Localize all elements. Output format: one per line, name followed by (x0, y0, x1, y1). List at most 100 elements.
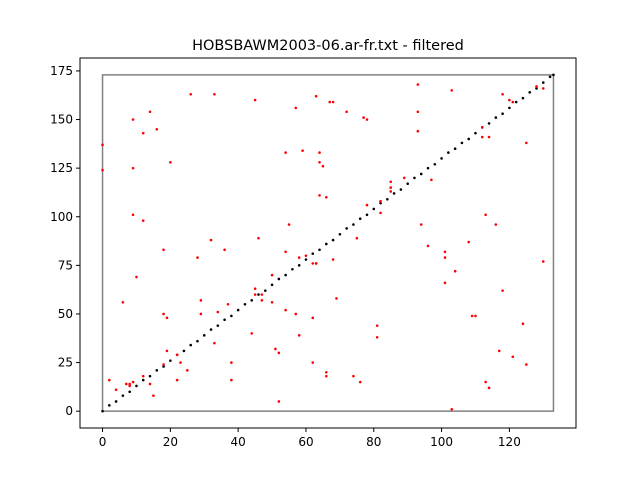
point (494, 223, 498, 226)
point (328, 100, 331, 104)
point (294, 312, 298, 316)
x-tick-label: 120 (498, 435, 521, 449)
point (141, 374, 145, 378)
x-tick-label: 20 (163, 435, 178, 449)
point (311, 361, 315, 364)
point (501, 92, 504, 96)
point (199, 312, 203, 316)
point (297, 334, 301, 337)
point (375, 335, 379, 339)
point (386, 197, 389, 201)
point (474, 131, 477, 135)
point (535, 85, 538, 88)
point (216, 324, 220, 327)
point (389, 180, 393, 184)
chart-title: HOBSBAWM2003-06.ar-fr.txt - filtered (192, 38, 464, 54)
point (175, 378, 179, 382)
point (148, 382, 152, 386)
point (467, 240, 470, 244)
point (474, 314, 477, 318)
point (453, 147, 457, 151)
point (169, 161, 172, 164)
point (372, 207, 376, 211)
point (284, 273, 287, 277)
point (365, 213, 369, 217)
point (121, 394, 125, 397)
point (250, 299, 254, 302)
point (165, 349, 169, 353)
point (101, 143, 104, 147)
point (257, 293, 260, 296)
point (311, 316, 315, 320)
point (284, 308, 287, 312)
point (365, 118, 369, 121)
point (508, 106, 511, 110)
point (318, 248, 321, 252)
x-tick-label: 60 (298, 435, 313, 449)
point (291, 267, 294, 271)
point (514, 100, 518, 104)
point (277, 400, 281, 403)
x-tick-label: 40 (231, 435, 246, 449)
y-tick-label: 0 (65, 404, 73, 418)
point (450, 407, 454, 411)
point (186, 369, 189, 372)
point (541, 87, 545, 90)
point (155, 369, 159, 372)
point (406, 182, 409, 185)
point (101, 168, 104, 172)
point (182, 349, 186, 353)
point (402, 176, 406, 180)
point (311, 262, 315, 265)
point (379, 199, 382, 203)
point (528, 91, 532, 94)
point (189, 92, 192, 96)
point (318, 151, 321, 154)
point (230, 314, 233, 318)
point (226, 302, 230, 306)
point (355, 236, 359, 240)
point (213, 341, 216, 345)
point (270, 273, 274, 277)
point (141, 219, 145, 222)
point (223, 318, 226, 322)
point (223, 248, 226, 252)
axes-frame (79, 57, 577, 429)
y-tick-label: 150 (50, 113, 73, 127)
point (358, 217, 362, 220)
point (379, 201, 382, 205)
point (331, 258, 335, 261)
point (108, 404, 111, 407)
point (318, 194, 321, 197)
y-tick-label: 125 (50, 161, 73, 175)
point (497, 349, 501, 353)
point (440, 157, 443, 160)
point (413, 176, 416, 180)
point (521, 322, 525, 325)
point (552, 73, 555, 77)
point (236, 308, 240, 312)
point (311, 252, 315, 255)
point (270, 301, 274, 304)
point (155, 127, 159, 131)
point (304, 254, 308, 257)
point (189, 343, 192, 347)
point (216, 310, 220, 314)
point (304, 258, 308, 261)
point (331, 100, 335, 104)
point (321, 164, 325, 168)
point (443, 256, 447, 259)
point (135, 275, 138, 279)
point (270, 283, 274, 287)
point (375, 324, 379, 327)
point (114, 400, 118, 403)
point (548, 75, 552, 79)
point (199, 299, 203, 302)
point (297, 264, 301, 267)
y-tick-label: 25 (58, 356, 73, 370)
point (352, 223, 355, 226)
point (389, 186, 393, 189)
point (209, 238, 213, 242)
x-tick-label: 0 (99, 435, 107, 449)
